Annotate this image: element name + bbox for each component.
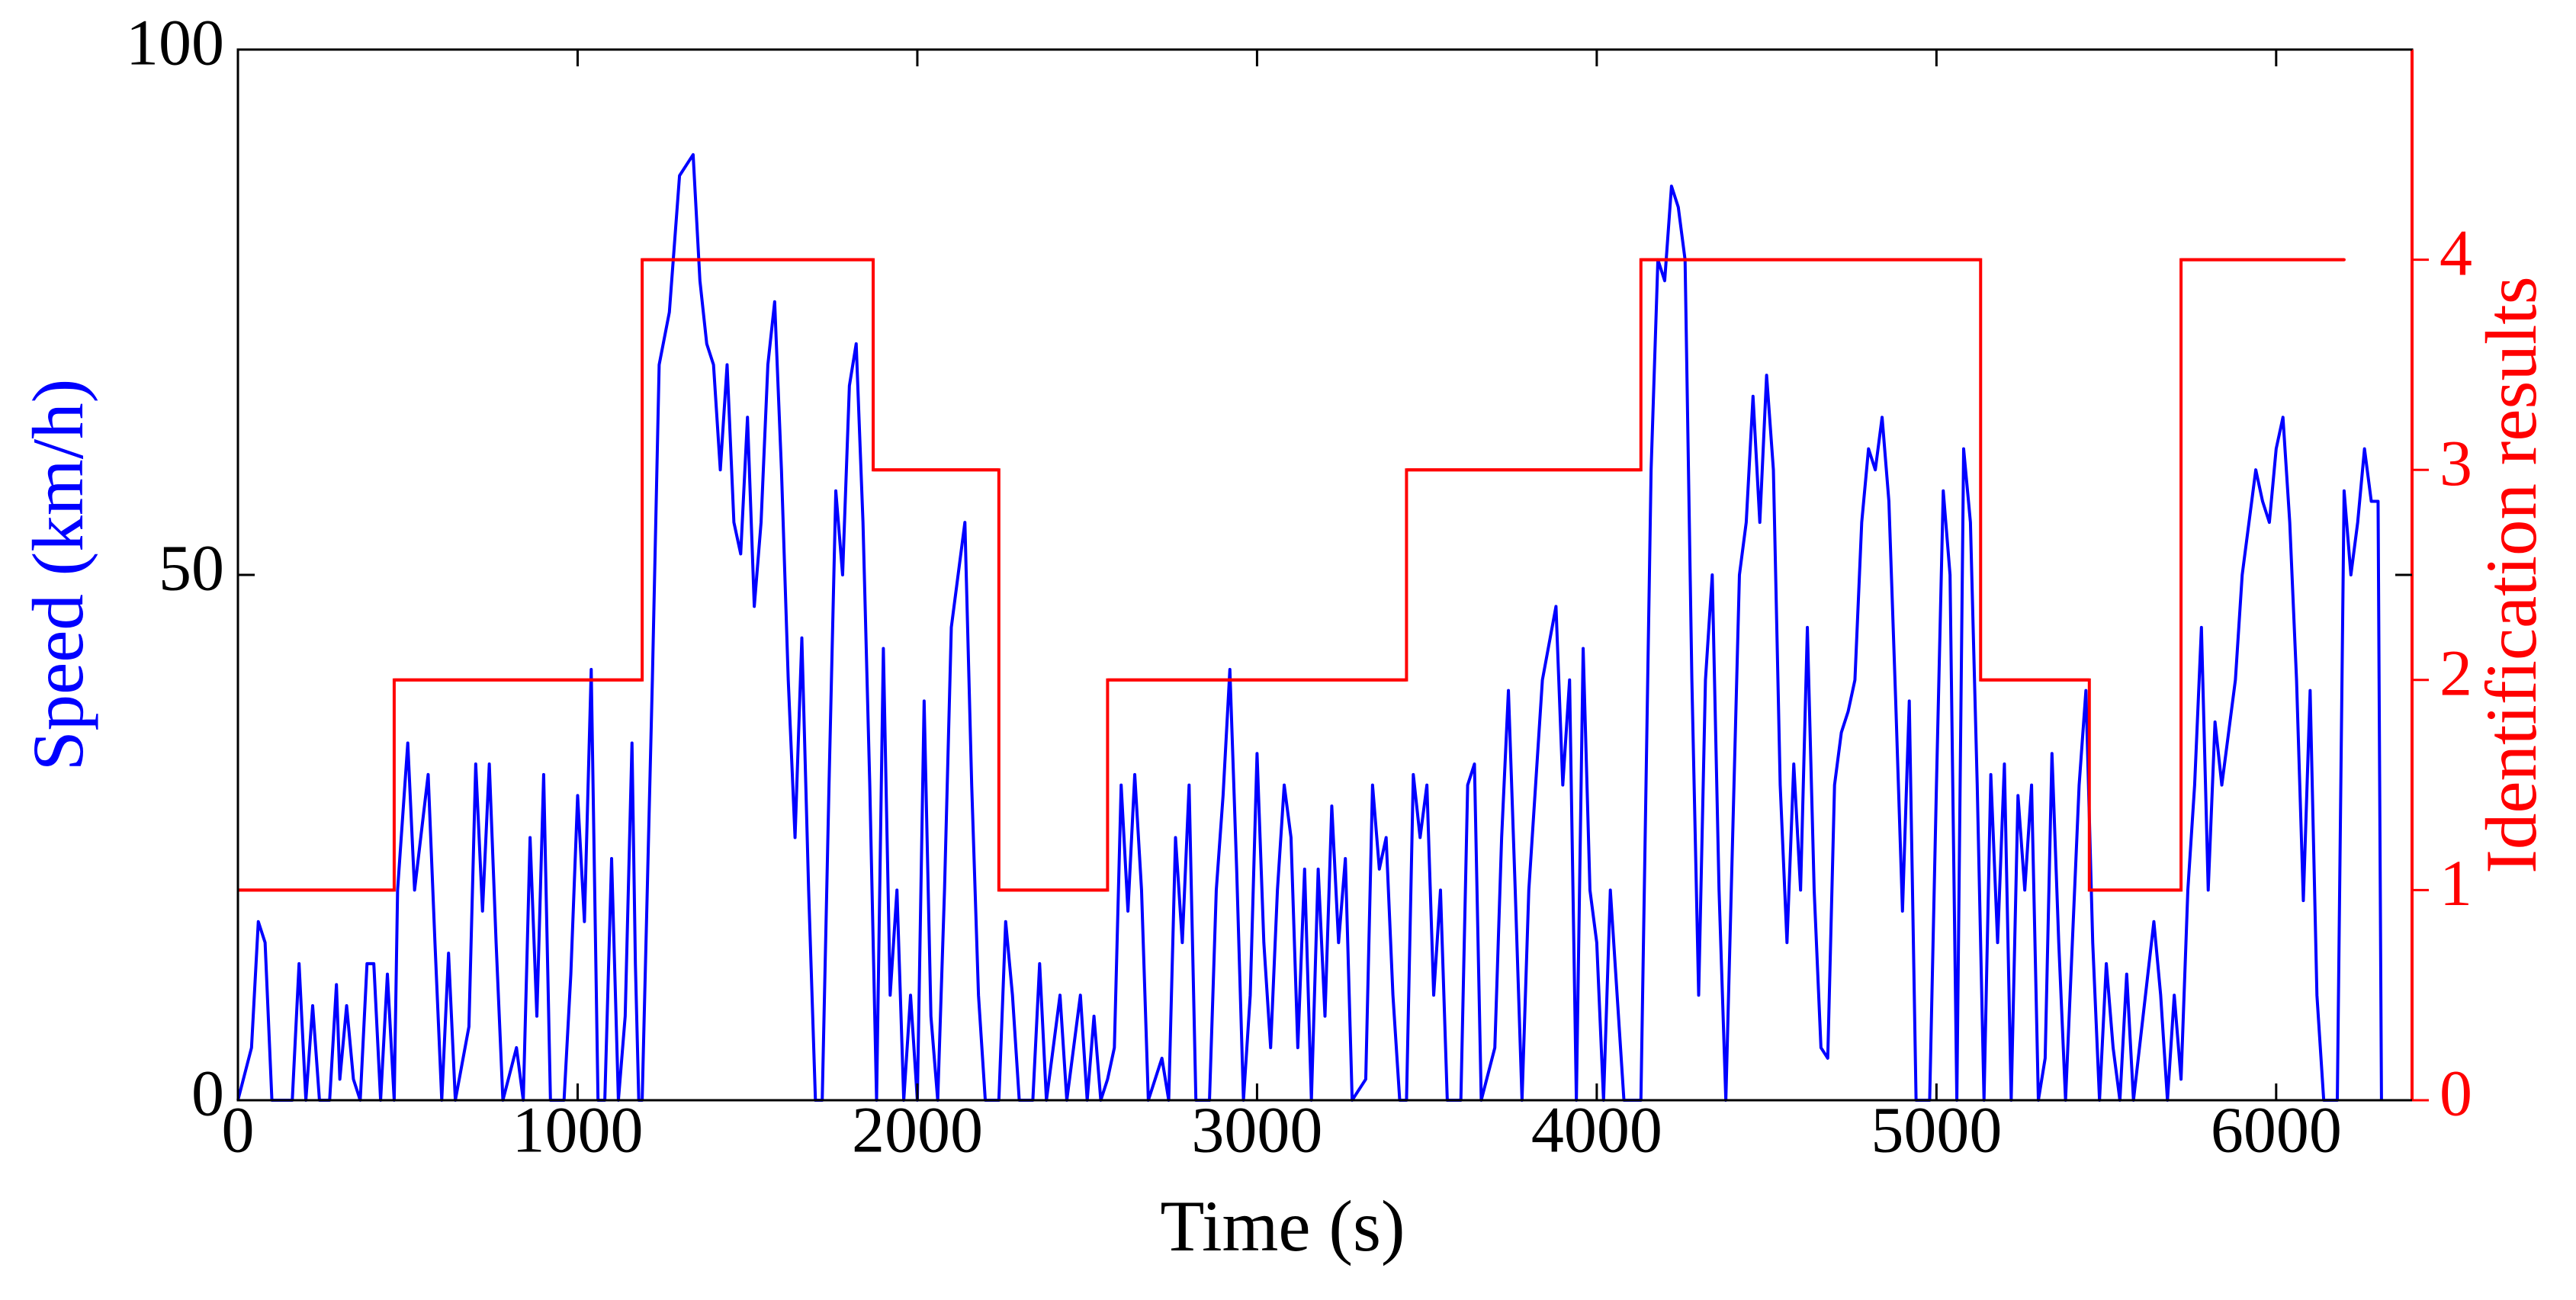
x-tick-label: 4000: [1531, 1093, 1662, 1167]
y-tick-label: 50: [159, 531, 224, 605]
y2-tick-label: 2: [2439, 637, 2472, 710]
y2-tick-label: 0: [2439, 1057, 2472, 1130]
y2-axis-label: Identification results: [2471, 276, 2552, 874]
step-end: [2342, 258, 2346, 262]
x-tick-label: 1000: [512, 1093, 643, 1167]
speed-line: [236, 152, 2383, 1102]
y-tick-label: 100: [126, 6, 224, 79]
x-tick-label: 2000: [852, 1093, 983, 1167]
y-axis-label: Speed (km/h): [18, 379, 98, 771]
x-axis-label: Time (s): [1160, 1186, 1405, 1266]
y2-tick-label: 3: [2439, 426, 2472, 499]
y2-tick-label: 1: [2439, 846, 2472, 920]
y-tick-label: 0: [191, 1057, 224, 1130]
x-tick-label: 6000: [2211, 1093, 2342, 1167]
x-tick-label: 5000: [1871, 1093, 2002, 1167]
x-tick-label: 0: [222, 1093, 255, 1167]
x-tick-label: 3000: [1191, 1093, 1322, 1167]
y2-tick-label: 4: [2439, 216, 2472, 289]
